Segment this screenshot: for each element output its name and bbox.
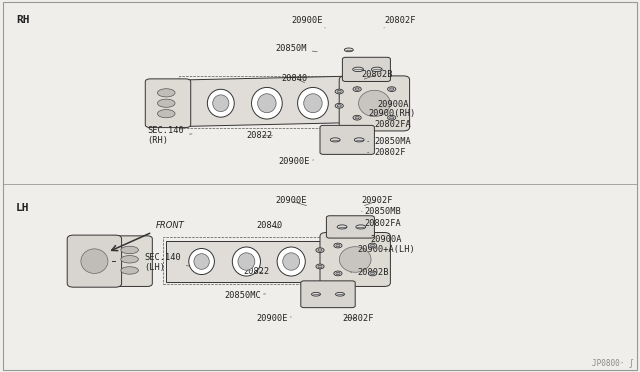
Ellipse shape [356, 225, 365, 229]
Text: SEC.140
(LH): SEC.140 (LH) [144, 253, 189, 272]
Ellipse shape [312, 292, 321, 296]
Ellipse shape [316, 264, 324, 269]
Ellipse shape [337, 225, 347, 229]
Ellipse shape [304, 94, 322, 113]
Ellipse shape [334, 271, 342, 276]
Ellipse shape [371, 244, 374, 247]
Text: 20840: 20840 [256, 221, 282, 230]
Ellipse shape [353, 115, 361, 120]
Ellipse shape [316, 248, 324, 253]
Polygon shape [166, 241, 330, 282]
FancyBboxPatch shape [326, 216, 374, 238]
Text: 20900A: 20900A [378, 100, 409, 109]
FancyBboxPatch shape [320, 125, 374, 154]
Ellipse shape [353, 87, 361, 92]
Text: 20840: 20840 [282, 74, 308, 83]
Bar [179, 76, 406, 128]
Ellipse shape [207, 89, 234, 117]
FancyBboxPatch shape [320, 232, 390, 286]
Ellipse shape [318, 249, 322, 251]
FancyBboxPatch shape [342, 57, 390, 81]
Ellipse shape [212, 95, 229, 112]
Text: 20802FA: 20802FA [358, 219, 401, 228]
Ellipse shape [252, 87, 282, 119]
Ellipse shape [390, 88, 394, 90]
Text: 20850MA: 20850MA [367, 137, 411, 146]
Text: RH: RH [16, 15, 29, 25]
Text: LH: LH [16, 203, 29, 213]
Ellipse shape [388, 115, 396, 120]
Ellipse shape [318, 265, 322, 267]
Ellipse shape [390, 116, 394, 119]
Text: 20850M: 20850M [275, 44, 317, 53]
Ellipse shape [335, 103, 343, 108]
Ellipse shape [355, 88, 359, 90]
Ellipse shape [238, 253, 255, 270]
Ellipse shape [371, 67, 382, 71]
Ellipse shape [388, 87, 396, 92]
Text: 20900E: 20900E [291, 16, 325, 28]
Ellipse shape [335, 292, 344, 296]
FancyBboxPatch shape [107, 236, 152, 286]
Ellipse shape [336, 272, 340, 275]
FancyBboxPatch shape [67, 235, 122, 287]
Ellipse shape [232, 247, 260, 276]
Ellipse shape [194, 254, 209, 269]
Text: 20900E: 20900E [278, 157, 314, 166]
Ellipse shape [335, 89, 343, 94]
Ellipse shape [157, 99, 175, 107]
Text: 20850MB: 20850MB [362, 207, 401, 216]
Text: 20900+A(LH): 20900+A(LH) [357, 246, 415, 254]
Ellipse shape [298, 87, 328, 119]
FancyBboxPatch shape [301, 281, 355, 308]
FancyBboxPatch shape [145, 79, 191, 128]
Ellipse shape [355, 138, 364, 142]
Text: 20900E: 20900E [275, 196, 307, 206]
Ellipse shape [369, 271, 376, 276]
Ellipse shape [369, 243, 376, 248]
Ellipse shape [371, 272, 374, 275]
Ellipse shape [358, 90, 390, 116]
Polygon shape [182, 76, 346, 126]
Ellipse shape [337, 105, 341, 107]
Text: 20802B: 20802B [362, 70, 393, 79]
FancyBboxPatch shape [339, 76, 410, 131]
Text: 20850MC: 20850MC [224, 291, 266, 300]
Ellipse shape [157, 109, 175, 118]
Text: 20802F: 20802F [367, 148, 406, 157]
Text: 20822: 20822 [243, 267, 269, 276]
Ellipse shape [121, 246, 138, 254]
Bar [163, 237, 387, 284]
Ellipse shape [336, 244, 340, 247]
Ellipse shape [339, 247, 371, 272]
Ellipse shape [283, 253, 300, 270]
Text: 20822: 20822 [246, 131, 273, 140]
Text: 20902F: 20902F [362, 196, 393, 206]
Ellipse shape [81, 249, 108, 273]
Text: SEC.140
(RH): SEC.140 (RH) [147, 126, 192, 145]
Ellipse shape [121, 267, 138, 274]
Text: 20802FA: 20802FA [374, 120, 411, 129]
Text: 20802F: 20802F [342, 314, 374, 323]
Text: 20900E: 20900E [256, 314, 291, 323]
Text: FRONT: FRONT [156, 221, 184, 230]
Ellipse shape [353, 67, 364, 71]
Ellipse shape [355, 116, 359, 119]
Ellipse shape [157, 89, 175, 97]
Text: 20802B: 20802B [351, 268, 388, 277]
Ellipse shape [330, 138, 340, 142]
Ellipse shape [337, 90, 341, 93]
Ellipse shape [344, 48, 353, 52]
Text: 20900A: 20900A [370, 235, 401, 244]
Text: 20900(RH): 20900(RH) [368, 109, 415, 118]
Ellipse shape [189, 248, 214, 275]
Text: JP0800· ʃ: JP0800· ʃ [592, 359, 634, 368]
Text: 20802F: 20802F [384, 16, 415, 28]
Ellipse shape [121, 256, 138, 263]
Ellipse shape [277, 247, 305, 276]
Ellipse shape [334, 243, 342, 248]
Ellipse shape [258, 94, 276, 113]
